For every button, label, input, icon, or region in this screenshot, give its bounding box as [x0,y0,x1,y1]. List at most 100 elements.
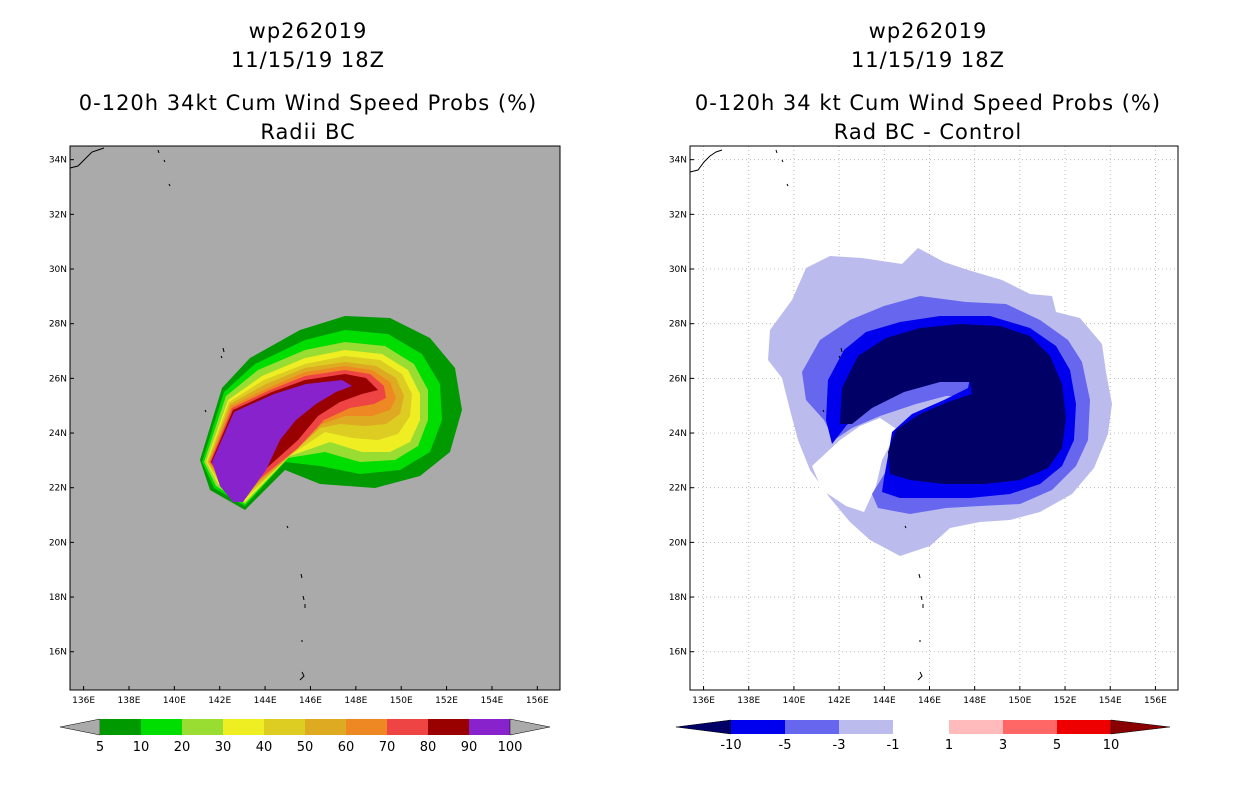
right-storm-id: wp262019 [868,19,988,43]
right-lat-tick-label: 22N [669,484,687,494]
left-lat-tick-label: 34N [49,156,67,166]
left-lat-tick-label: 24N [49,429,67,439]
left-lon-tick-label: 146E [299,696,322,706]
right-colorbar-swatch-minus-5 [731,720,785,734]
left-colorbar-swatch-80 [428,719,469,735]
right-colorbar-swatch-minus-3 [785,720,839,734]
left-colorbar-label: 30 [215,740,232,755]
right-izu-islands [775,149,789,187]
left-lon-tick-label: 152E [435,696,458,706]
right-lon-tick-label: 144E [873,696,896,706]
left-colorbar-swatch-10 [141,719,182,735]
right-lat-tick-label: 32N [669,210,687,220]
right-colorbar-swatch-plus-5 [1003,720,1057,734]
left-colorbar-label: 80 [420,740,437,755]
right-colorbar-swatch-minus-1 [839,720,893,734]
right-lon-tick-label: 142E [828,696,851,706]
left-colorbar-swatch-5 [100,719,141,735]
left-lon-tick-label: 154E [481,696,504,706]
left-map: 136E 138E 140E 142E 144E 146E 148E 150E 152E 154E… [49,145,561,706]
right-colorbar-label: 1 [945,738,953,753]
right-lon-tick-label: 152E [1054,696,1077,706]
right-colorbar-low-arrow [675,719,732,735]
left-lat-tick-label: 22N [49,484,67,494]
right-map-frame [689,145,1179,691]
right-lat-tick-label: 28N [669,320,687,330]
left-colorbar-swatch-60 [346,719,387,735]
left-colorbar-labels: 5 10 20 30 40 50 60 70 80 90 100 [96,740,523,755]
right-colorbar-swatch-plus-1 [893,720,949,734]
right-map-subtitle: Rad BC - Control [833,120,1023,144]
left-colorbar-label: 90 [461,740,478,755]
left-lon-tick-label: 148E [344,696,367,706]
left-colorbar-label: 100 [498,740,523,755]
left-lon-tick-label: 140E [163,696,186,706]
left-map-frame [69,145,561,691]
left-coastlines [69,147,306,681]
right-lon-tick-label: 150E [1008,696,1031,706]
right-panel-title: wp262019 11/15/19 18Z 0-120h 34 kt Cum W… [678,17,1178,147]
left-lon-tick-label: 156E [526,696,549,706]
left-lat-tick-label: 20N [49,538,67,548]
left-colorbar-swatch-40 [264,719,305,735]
left-lon-tick-label: 138E [118,696,141,706]
left-lat-tick-label: 30N [49,265,67,275]
right-lat-tick-label: 26N [669,374,687,384]
right-lon-tick-label: 148E [963,696,986,706]
left-colorbar: 5 10 20 30 40 50 60 70 80 90 100 [59,718,551,755]
right-axis-ticks: 136E 138E 140E 142E 144E 146E 148E 150E 152E 154E… [669,156,1167,706]
right-colorbar-label: 10 [1103,738,1120,753]
left-datetime: 11/15/19 18Z [230,48,386,72]
left-japan-coast [69,147,105,169]
left-bonin-islands [204,347,225,413]
left-map-title: 0-120h 34kt Cum Wind Speed Probs (%) [78,91,538,115]
right-band-white-gap [812,418,898,512]
left-colorbar-label: 60 [338,740,355,755]
left-colorbar-label: 40 [256,740,273,755]
left-colorbar-label: 5 [96,740,104,755]
left-colorbar-low-arrow [59,718,101,736]
right-lon-tick-label: 154E [1099,696,1122,706]
left-izu-islands [157,149,171,187]
left-map-subtitle: Radii BC [260,120,356,144]
right-lon-tick-label: 140E [782,696,805,706]
right-lat-tick-label: 16N [669,648,687,658]
right-map: 136E 138E 140E 142E 144E 146E 148E 150E 152E 154E… [669,145,1179,706]
right-colorbar-label: 5 [1053,738,1061,753]
left-colorbar-high-arrow [509,718,551,736]
left-band-90 [212,380,352,502]
left-colorbar-swatch-90 [469,719,510,735]
right-japan-coast [689,149,723,173]
left-colorbar-label: 50 [297,740,314,755]
left-colorbar-swatch-30 [223,719,264,735]
left-lon-tick-label: 136E [72,696,95,706]
right-map-title: 0-120h 34 kt Cum Wind Speed Probs (%) [694,91,1162,115]
right-colorbar-high-arrow [1110,719,1171,735]
right-colorbar-label: 3 [999,738,1007,753]
right-colorbar-swatch-plus-10 [1057,720,1111,734]
right-colorbar-label: -1 [887,738,900,753]
left-colorbar-swatch-70 [387,719,428,735]
left-marianas [286,525,306,681]
left-lat-tick-label: 16N [49,648,67,658]
right-lat-tick-label: 30N [669,265,687,275]
left-lat-tick-label: 18N [49,593,67,603]
left-colorbar-label: 20 [174,740,191,755]
right-lon-tick-label: 146E [918,696,941,706]
right-colorbar-label: -10 [720,738,741,753]
left-colorbar-label: 10 [133,740,150,755]
left-colorbar-swatch-20 [182,719,223,735]
right-lat-tick-label: 24N [669,429,687,439]
right-lat-tick-label: 20N [669,538,687,548]
left-axis-ticks: 136E 138E 140E 142E 144E 146E 148E 150E 152E 154E… [49,156,549,706]
right-lat-tick-label: 18N [669,593,687,603]
left-colorbar-swatch-50 [305,719,346,735]
right-lat-tick-label: 34N [669,156,687,166]
right-lon-tick-label: 136E [692,696,715,706]
right-bonin-islands [822,347,843,413]
left-lat-tick-label: 28N [49,320,67,330]
left-lat-tick-label: 26N [49,374,67,384]
left-storm-id: wp262019 [248,19,368,43]
right-colorbar-label: -3 [833,738,846,753]
